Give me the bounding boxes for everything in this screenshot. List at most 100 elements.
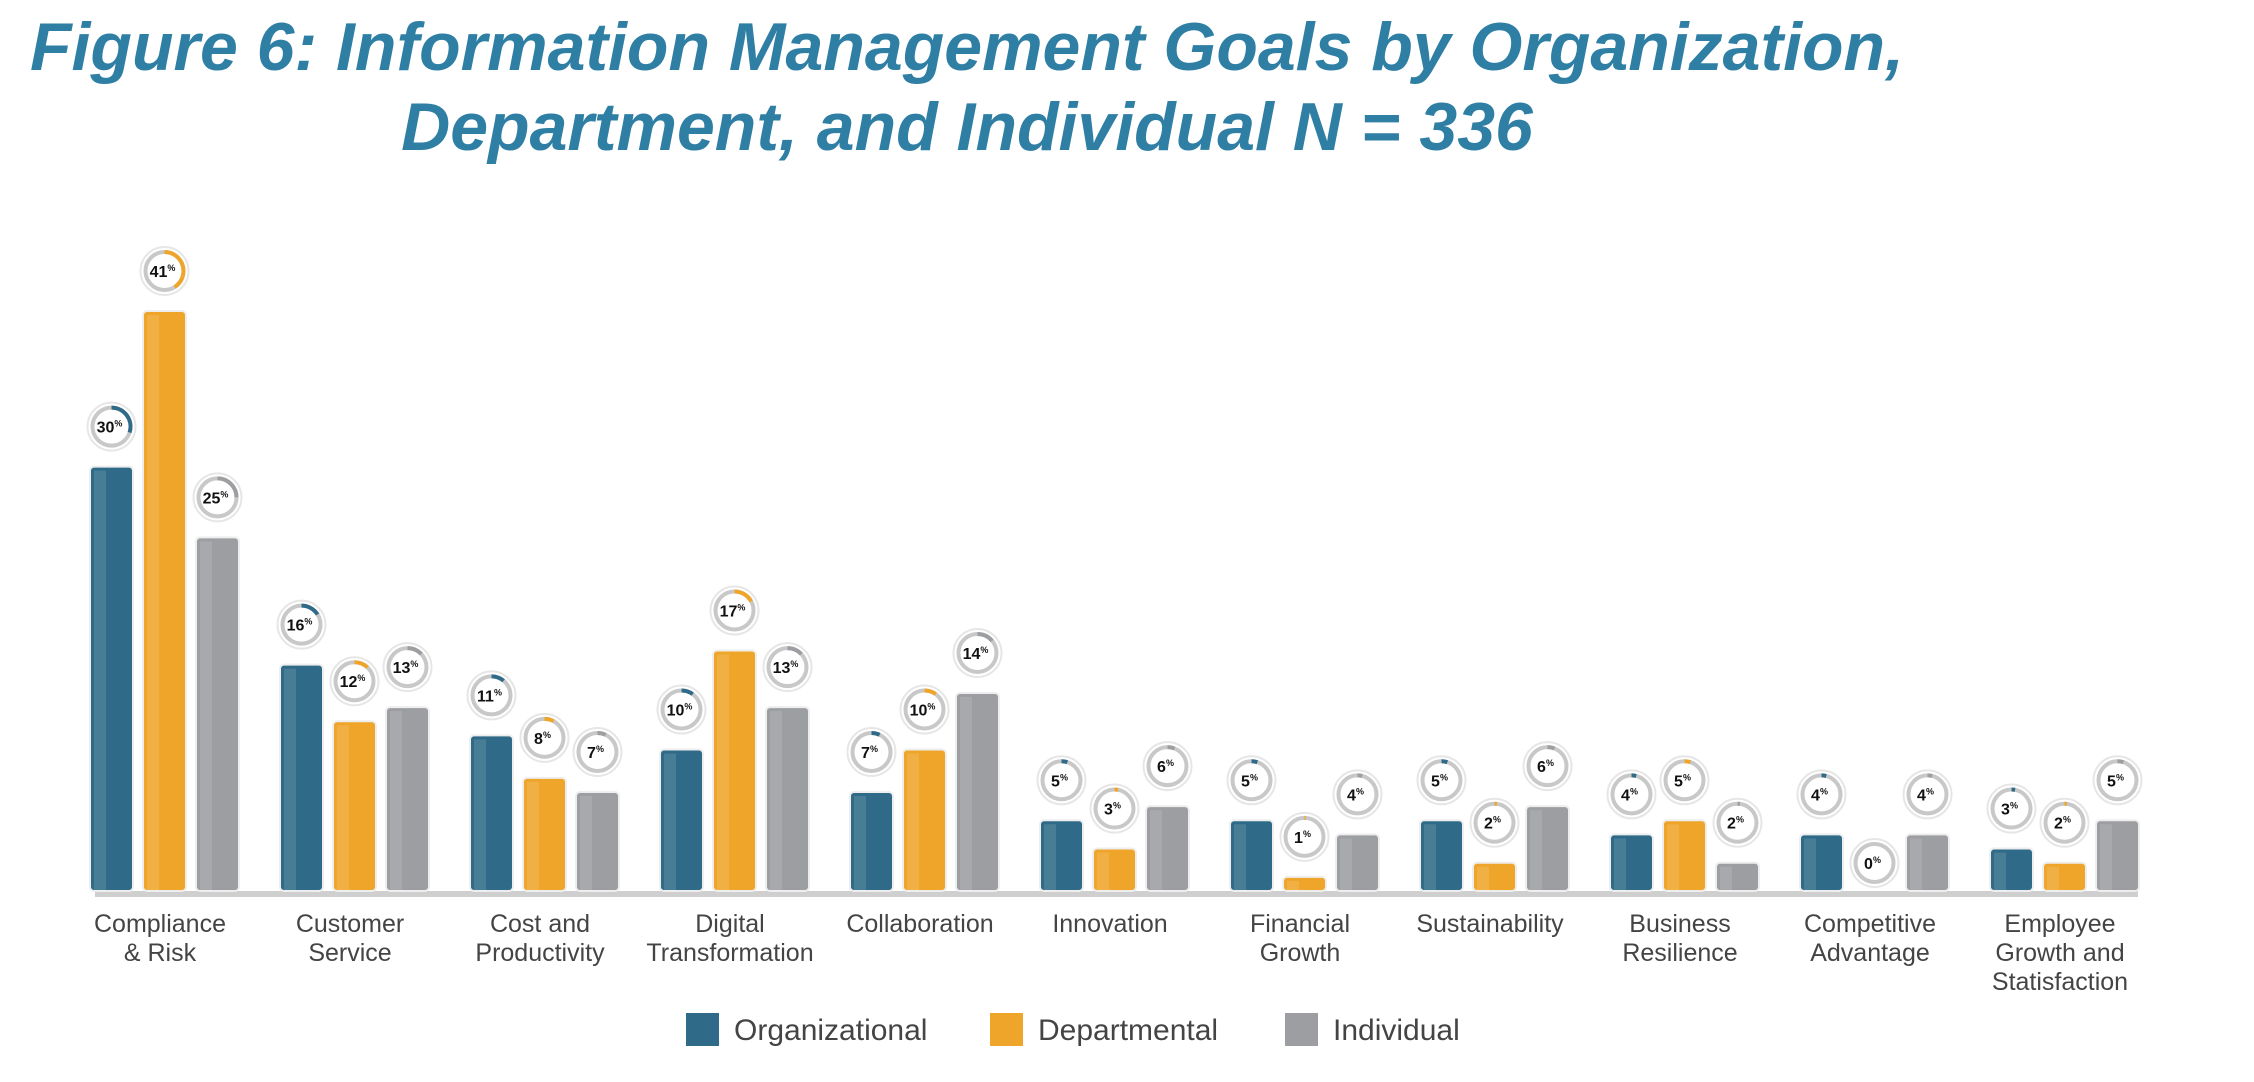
chart-title-line-2: Department, and Individual N = 336 <box>401 89 1533 165</box>
x-tick-label: Statisfaction <box>1992 968 2128 996</box>
x-tick-label: Innovation <box>1052 910 1167 938</box>
bar-organizational <box>1419 819 1464 893</box>
bar-individual <box>1145 805 1190 892</box>
x-tick-label: Advantage <box>1810 939 1930 967</box>
value-ring-arc <box>871 730 881 737</box>
x-tick-label: Customer <box>296 910 404 938</box>
value-badge <box>1796 769 1847 820</box>
value-badge <box>1089 783 1140 834</box>
bar-highlight <box>1424 824 1436 891</box>
bar-departmental <box>712 649 757 893</box>
bar-highlight <box>1287 880 1299 891</box>
legend-label: Departmental <box>1038 1014 1218 1047</box>
x-tick-label: & Risk <box>124 939 197 967</box>
value-ring-arc <box>977 631 994 643</box>
bar-organizational <box>849 790 894 892</box>
bar-highlight <box>960 696 972 891</box>
value-badge <box>709 585 760 636</box>
value-badge <box>139 246 190 296</box>
x-tick-label: Collaboration <box>846 910 993 938</box>
bar-highlight <box>527 781 539 891</box>
value-ring-arc <box>354 660 369 669</box>
value-badge <box>1659 755 1710 806</box>
bar-highlight <box>1667 824 1679 891</box>
value-ring-arc <box>924 688 937 696</box>
bar-organizational <box>279 663 324 892</box>
value-ring-arc <box>1927 773 1933 778</box>
bar-highlight <box>284 668 296 891</box>
bar-organizational <box>1989 847 2034 892</box>
value-badge <box>1849 838 1900 888</box>
bar-highlight <box>1994 852 2006 891</box>
bar-departmental <box>1092 847 1137 892</box>
value-ring-arc <box>111 405 133 434</box>
bar-highlight <box>147 315 159 891</box>
bar-departmental <box>2042 861 2087 893</box>
bar-individual <box>575 790 620 892</box>
x-tick-label: Cost and <box>490 910 590 938</box>
bar-departmental <box>1662 819 1707 893</box>
x-tick-label: Competitive <box>1804 910 1936 938</box>
bar-highlight <box>1340 838 1352 891</box>
value-badge <box>1606 769 1657 820</box>
value-badge <box>1226 755 1277 806</box>
x-tick-label: Compliance <box>94 910 226 938</box>
bar-individual <box>955 691 1000 893</box>
value-badge <box>762 642 813 693</box>
value-ring-arc <box>1061 759 1068 765</box>
value-ring-arc <box>681 688 694 696</box>
x-tick-label: Resilience <box>1622 939 1737 967</box>
bar-individual <box>1335 833 1380 892</box>
value-ring-arc <box>1821 773 1827 778</box>
bar-highlight <box>580 795 592 891</box>
value-badge <box>899 684 950 735</box>
value-badge <box>382 642 433 693</box>
value-badge <box>86 401 137 452</box>
bar-highlight <box>907 753 919 891</box>
bar-highlight <box>1234 824 1246 891</box>
value-badge <box>846 726 897 777</box>
bar-highlight <box>1720 866 1732 891</box>
bar-highlight <box>1477 866 1489 891</box>
bar-departmental <box>142 310 187 892</box>
bar-highlight <box>2100 824 2112 891</box>
x-tick-label: Financial <box>1250 910 1350 938</box>
value-badge <box>1142 741 1193 792</box>
value-badge <box>656 684 707 735</box>
bar-highlight <box>337 725 349 891</box>
x-tick-label: Business <box>1629 910 1730 938</box>
x-tick-label: Growth and <box>1995 939 2124 967</box>
value-ring-arc <box>1167 745 1176 751</box>
bar-highlight <box>1910 838 1922 891</box>
bar-organizational <box>1039 819 1084 893</box>
value-badge <box>2039 797 2090 848</box>
x-tick-label: Employee <box>2004 910 2115 938</box>
value-ring-arc <box>1251 759 1258 765</box>
legend-swatch-individual <box>1285 1013 1318 1046</box>
bar-highlight <box>1044 824 1056 891</box>
chart-title-line-1: Figure 6: Information Management Goals b… <box>30 9 1904 85</box>
value-ring-arc <box>787 646 803 656</box>
value-ring-arc <box>1631 773 1637 778</box>
bar-highlight <box>770 711 782 891</box>
value-badge <box>192 472 243 523</box>
value-ring-arc <box>597 730 607 737</box>
value-ring-arc <box>164 250 186 289</box>
bar-highlight <box>1150 810 1162 891</box>
bar-individual <box>1905 833 1950 892</box>
bar-highlight <box>717 654 729 891</box>
value-badge <box>1279 811 1330 862</box>
x-tick-label: Growth <box>1260 939 1341 967</box>
bar-departmental <box>1472 861 1517 893</box>
value-ring-arc <box>544 716 555 723</box>
bar-individual <box>2095 819 2140 893</box>
x-tick-label: Digital <box>695 910 764 938</box>
bar-highlight <box>1614 838 1626 891</box>
value-badge <box>1332 769 1383 820</box>
bar-highlight <box>664 753 676 891</box>
bar-individual <box>1715 861 1760 893</box>
bar-organizational <box>469 734 514 893</box>
bar-individual <box>195 536 240 893</box>
value-ring-arc <box>2117 759 2124 765</box>
